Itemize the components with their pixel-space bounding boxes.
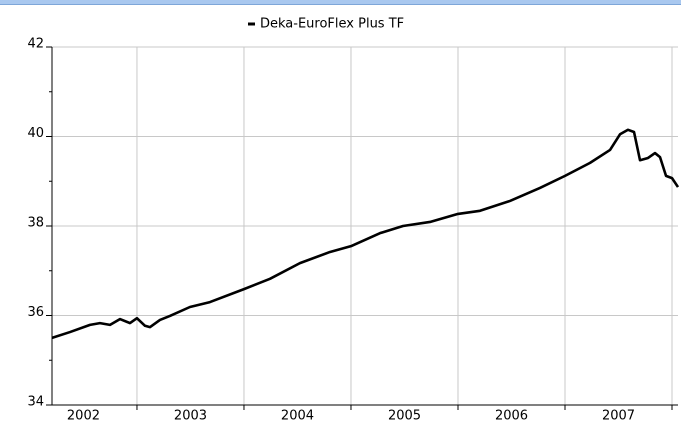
x-tick-label: 2004	[281, 409, 314, 423]
y-tick-label: 36	[27, 305, 44, 320]
y-tick-label: 34	[27, 395, 44, 410]
legend-swatch	[248, 22, 255, 26]
y-tick-label: 38	[27, 216, 44, 231]
grid	[52, 46, 678, 406]
y-tick-label: 42	[27, 37, 44, 52]
y-tick-label: 40	[27, 126, 44, 141]
axes: 34 36 38 40 42 2002 2003 2004 2005 2006 2007	[27, 37, 678, 423]
x-tick-label: 2003	[174, 409, 207, 423]
legend-label: Deka-EuroFlex Plus TF	[260, 17, 404, 32]
top-bar-edge	[0, 4, 681, 5]
lines	[51, 128, 680, 340]
x-tick-label: 2002	[67, 409, 100, 423]
line	[51, 128, 680, 340]
top-bar	[0, 0, 681, 4]
x-tick-label: 2005	[388, 409, 421, 423]
x-tick-label: 2006	[495, 409, 528, 423]
legend: Deka-EuroFlex Plus TF	[248, 17, 404, 32]
x-tick-label: 2007	[602, 409, 635, 423]
